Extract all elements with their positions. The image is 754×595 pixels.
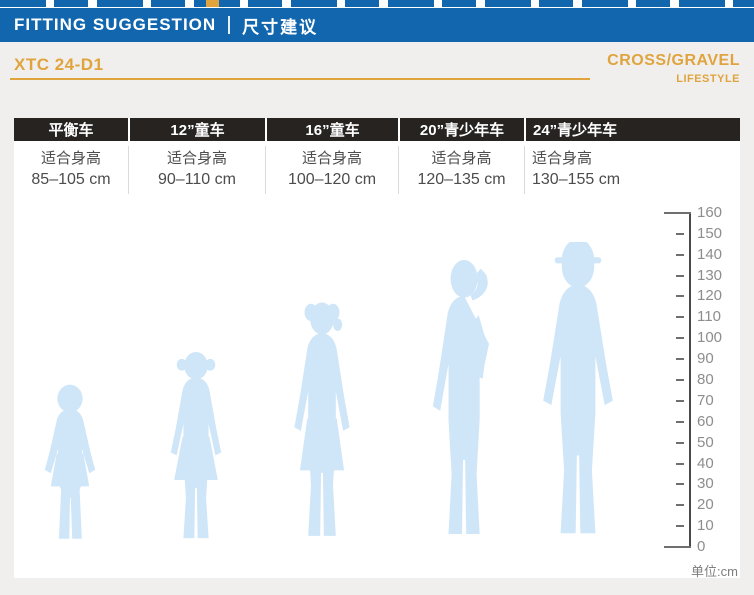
- young-girl-silhouette-icon: [154, 350, 238, 547]
- fit-label: 适合身高: [532, 150, 593, 167]
- fit-label: 适合身高: [431, 150, 492, 167]
- ruler-label-160: 160: [697, 204, 723, 221]
- boy-silhouette-icon: [410, 257, 514, 547]
- size-category-12in: 12”童车: [128, 118, 265, 141]
- ruler-label-80: 80: [697, 371, 714, 388]
- size-category-24in: 24”青少年车: [524, 118, 740, 141]
- page-title-zh: 尺寸建议: [242, 17, 319, 37]
- fit-label: 适合身高: [40, 150, 101, 167]
- ruler-label-50: 50: [697, 434, 714, 451]
- ruler-tick-100: [676, 337, 684, 339]
- ruler-label-40: 40: [697, 455, 714, 472]
- ruler-label-0: 0: [697, 538, 706, 555]
- fit-label: 适合身高: [301, 150, 362, 167]
- ruler-label-10: 10: [697, 517, 714, 534]
- ruler-tick-0: [664, 546, 691, 548]
- fit-range: 85–105 cm: [31, 171, 111, 188]
- category-block: CROSS/GRAVEL LIFESTYLE: [607, 52, 740, 85]
- cropped-heading-fragments: [0, 0, 754, 7]
- ruler-tick-140: [676, 254, 684, 256]
- ruler-tick-10: [676, 525, 684, 527]
- ruler-label-30: 30: [697, 475, 714, 492]
- ruler-tick-20: [676, 504, 684, 506]
- ruler-tick-130: [676, 275, 684, 277]
- size-category-bar: 平衡车 12”童车 16”童车 20”青少年车 24”青少年车: [14, 118, 740, 141]
- ruler-tick-60: [676, 421, 684, 423]
- category-label: CROSS/GRAVEL: [607, 52, 740, 69]
- ruler-label-90: 90: [697, 350, 714, 367]
- ruler-label-120: 120: [697, 287, 723, 304]
- fit-height-balance-bike: 适合身高 85–105 cm: [14, 146, 128, 194]
- size-category-20in: 20”青少年车: [398, 118, 524, 141]
- model-name: XTC 24-D1: [14, 55, 104, 74]
- cropped-heading-accent: [206, 0, 219, 7]
- ruler-label-20: 20: [697, 496, 714, 513]
- fit-range: 120–135 cm: [417, 171, 506, 188]
- ruler-tick-120: [676, 295, 684, 297]
- tall-boy-with-cap-silhouette-icon: [520, 242, 636, 547]
- subcategory-label: LIFESTYLE: [676, 73, 740, 85]
- fit-range: 130–155 cm: [532, 171, 621, 188]
- ruler-tick-30: [676, 483, 684, 485]
- ruler-tick-150: [676, 233, 684, 235]
- ruler-tick-110: [676, 316, 684, 318]
- fit-height-20in: 适合身高 120–135 cm: [398, 146, 524, 194]
- fit-range: 90–110 cm: [158, 171, 236, 188]
- ruler-label-140: 140: [697, 246, 723, 263]
- ruler-label-150: 150: [697, 225, 723, 242]
- ruler-label-130: 130: [697, 267, 723, 284]
- chart-panel: [14, 141, 740, 578]
- ruler-tick-40: [676, 463, 684, 465]
- title-divider: [228, 16, 231, 34]
- ruler-label-60: 60: [697, 413, 714, 430]
- fit-height-16in: 适合身高 100–120 cm: [265, 146, 398, 194]
- page-title-en: FITTING SUGGESTION: [14, 15, 217, 34]
- girl-silhouette-icon: [276, 300, 368, 547]
- fit-height-24in: 适合身高 130–155 cm: [524, 146, 740, 194]
- ruler-tick-160: [664, 212, 691, 214]
- ruler-label-110: 110: [697, 308, 721, 325]
- ruler-tick-90: [676, 358, 684, 360]
- ruler-label-70: 70: [697, 392, 714, 409]
- unit-label: 单位:cm: [691, 564, 738, 579]
- size-category-16in: 16”童车: [265, 118, 398, 141]
- toddler-silhouette-icon: [33, 383, 107, 547]
- title-bar: FITTING SUGGESTION 尺寸建议: [0, 8, 754, 42]
- fit-label: 适合身高: [166, 150, 227, 167]
- ruler-axis-line: [689, 213, 691, 548]
- ruler-tick-50: [676, 442, 684, 444]
- ruler-tick-80: [676, 379, 684, 381]
- ruler-label-100: 100: [697, 329, 723, 346]
- gold-divider-rule: [10, 78, 590, 80]
- fit-height-12in: 适合身高 90–110 cm: [128, 146, 265, 194]
- cropped-heading-strip: [0, 0, 754, 8]
- size-category-balance-bike: 平衡车: [48, 122, 94, 139]
- fit-range: 100–120 cm: [287, 171, 377, 188]
- fit-height-row: 适合身高 85–105 cm 适合身高 90–110 cm 适合身高 100–1…: [14, 146, 740, 194]
- ruler-tick-70: [676, 400, 684, 402]
